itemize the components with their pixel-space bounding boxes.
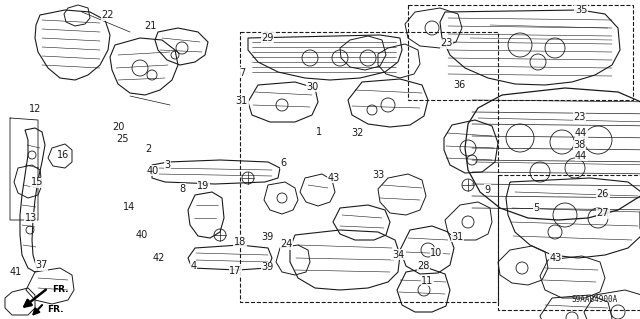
Text: 5: 5: [533, 203, 540, 213]
Text: 43: 43: [549, 253, 562, 263]
Text: 19: 19: [197, 181, 210, 191]
Text: 31: 31: [236, 96, 248, 107]
Text: 41: 41: [10, 267, 22, 277]
Text: 23: 23: [440, 38, 453, 48]
Text: 21: 21: [144, 21, 157, 31]
Bar: [498, 175, 640, 310]
Text: 39: 39: [261, 262, 274, 272]
Text: 32: 32: [351, 128, 364, 138]
Text: 18: 18: [234, 237, 246, 247]
Text: 13: 13: [24, 212, 37, 223]
Text: 36: 36: [453, 79, 466, 90]
Text: 15: 15: [31, 177, 44, 188]
Text: 8: 8: [179, 184, 186, 194]
Text: 22: 22: [101, 10, 114, 20]
Text: 10: 10: [430, 248, 443, 258]
Text: 16: 16: [56, 150, 69, 160]
Text: 4: 4: [190, 261, 196, 271]
Text: 11: 11: [421, 276, 434, 286]
Text: 24: 24: [280, 239, 293, 249]
Text: 40: 40: [146, 166, 159, 176]
Text: 44: 44: [575, 151, 588, 161]
Text: 7: 7: [239, 68, 245, 78]
Text: 2: 2: [145, 144, 152, 154]
Text: 42: 42: [152, 253, 165, 263]
Text: FR.: FR.: [47, 306, 63, 315]
Text: 44: 44: [575, 128, 588, 138]
Text: 39: 39: [261, 232, 274, 242]
Text: FR.: FR.: [52, 286, 68, 294]
Text: 6: 6: [280, 158, 287, 168]
Text: 1: 1: [316, 127, 322, 137]
Text: 31: 31: [451, 232, 464, 242]
Text: 25: 25: [116, 134, 129, 144]
Text: 40: 40: [136, 230, 148, 241]
Text: 12: 12: [29, 104, 42, 114]
Text: 28: 28: [417, 261, 430, 271]
Text: 14: 14: [123, 202, 136, 212]
Text: 35: 35: [575, 5, 588, 15]
Text: 23: 23: [573, 112, 586, 122]
Text: 27: 27: [596, 208, 609, 218]
Text: S9AAB4900A: S9AAB4900A: [572, 295, 618, 305]
Text: 34: 34: [392, 249, 404, 260]
Text: 29: 29: [261, 33, 274, 43]
Text: 43: 43: [328, 173, 340, 183]
Text: 38: 38: [573, 140, 586, 150]
Text: 30: 30: [306, 82, 319, 92]
Bar: [408, 5, 633, 100]
Text: 9: 9: [484, 185, 491, 195]
Text: 3: 3: [164, 160, 171, 170]
Text: 20: 20: [112, 122, 125, 132]
Text: 37: 37: [35, 260, 48, 271]
Text: 26: 26: [596, 189, 609, 199]
Bar: [240, 32, 498, 302]
Text: 33: 33: [372, 170, 385, 180]
Text: 17: 17: [229, 266, 242, 276]
